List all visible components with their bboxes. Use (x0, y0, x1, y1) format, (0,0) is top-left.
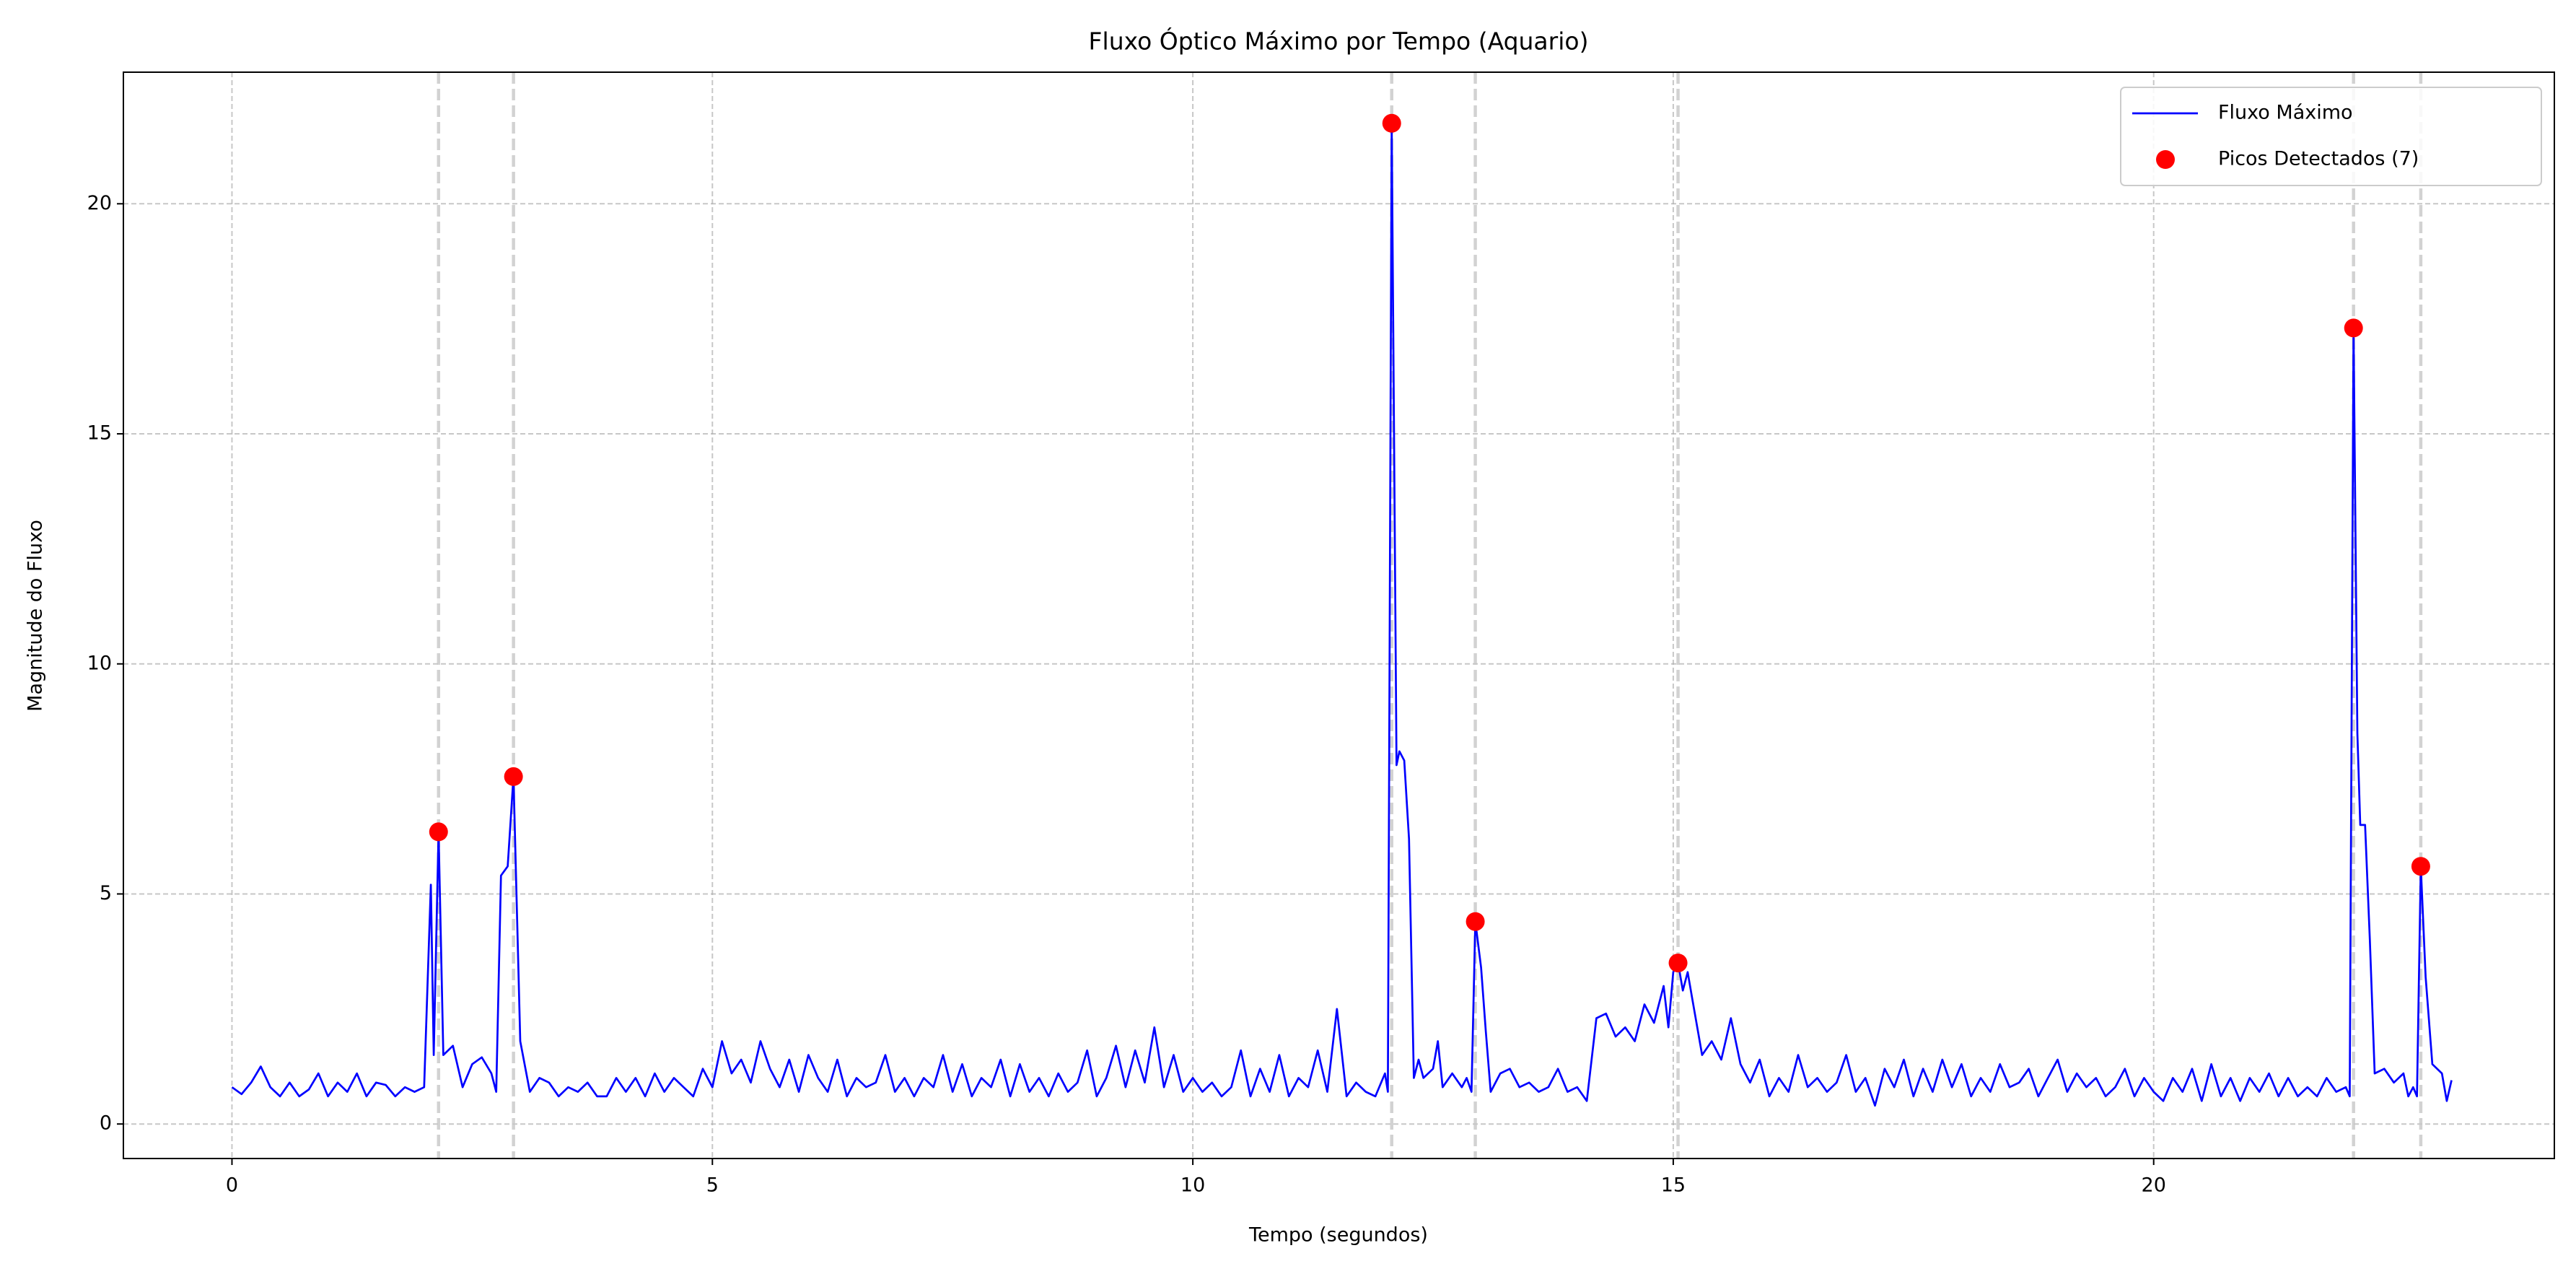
peak-point (1668, 954, 1688, 973)
legend-label: Picos Detectados (7) (2218, 148, 2419, 170)
x-tick-label: 10 (1180, 1174, 1205, 1197)
legend-label: Fluxo Máximo (2218, 102, 2353, 124)
plot-frame (123, 71, 2555, 1159)
legend-marker (2156, 150, 2175, 169)
peak-point (2344, 318, 2363, 338)
y-tick-label: 20 (87, 192, 112, 214)
legend: Fluxo Máximo Picos Detectados (7) (2120, 87, 2542, 186)
peak-point (504, 767, 523, 786)
peak-point (1466, 912, 1485, 931)
x-tick-label: 5 (706, 1174, 719, 1197)
x-tick-label: 20 (2142, 1174, 2166, 1197)
flow-line (231, 122, 2453, 1107)
y-tick-label: 10 (87, 652, 112, 674)
x-tick-label: 0 (226, 1174, 238, 1197)
peak-point (2411, 857, 2430, 876)
x-tick-label: 15 (1661, 1174, 1686, 1197)
y-tick-label: 15 (87, 422, 112, 445)
y-axis-label: Magnitude do Fluxo (25, 520, 47, 712)
legend-box (2120, 87, 2542, 186)
x-axis-label: Tempo (segundos) (1248, 1224, 1428, 1247)
peak-point (429, 822, 448, 842)
y-tick-label: 0 (100, 1112, 112, 1135)
peak-point (1382, 113, 1401, 133)
y-tick-label: 5 (100, 882, 112, 904)
chart-title: Fluxo Óptico Máximo por Tempo (Aquario) (1089, 27, 1589, 56)
